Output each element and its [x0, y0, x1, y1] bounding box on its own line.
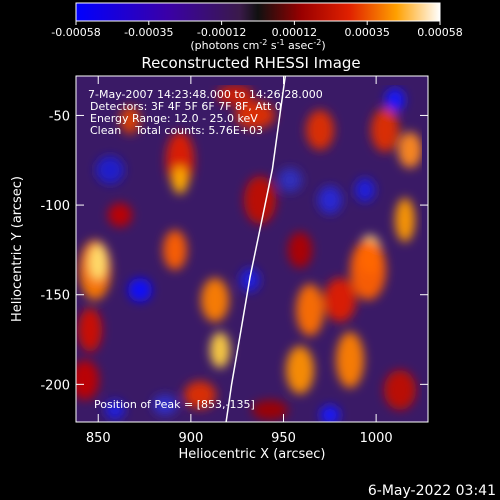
heat-blob [210, 332, 230, 368]
heat-blob [296, 284, 324, 336]
colorbar-tick-label: -0.00012 [197, 26, 246, 39]
solar-limb [225, 76, 287, 422]
footer-date: 6-May-2022 03:41 [368, 483, 496, 499]
heat-blob [385, 88, 405, 112]
heat-blob [76, 360, 99, 400]
heat-blob [108, 203, 132, 227]
y-tick-label: -150 [40, 289, 70, 304]
heat-blob [78, 308, 102, 352]
x-tick-label: 1000 [360, 431, 393, 446]
heat-blob [398, 132, 422, 168]
heat-blob [235, 101, 275, 129]
x-tick-label: 850 [86, 431, 111, 446]
annotation-detectors: Detectors: 3F 4F 5F 6F 7F 8F, Att 0 [90, 100, 282, 113]
heat-blob [89, 244, 107, 280]
heat-blob [395, 198, 415, 242]
y-axis-label: Heliocentric Y (arcsec) [10, 176, 25, 322]
y-tick-label: -200 [40, 378, 70, 393]
heat-blob [105, 400, 125, 420]
colorbar-ticks: -0.00058 -0.00035 -0.00012 0.00012 0.00035 0.… [51, 21, 463, 39]
heat-blob [244, 176, 276, 224]
image-area [76, 76, 428, 422]
heat-blob [278, 168, 302, 192]
heat-blob [172, 166, 188, 194]
heat-blob [384, 370, 416, 410]
x-axis-ticks: 850 900 950 1000 [86, 76, 393, 446]
annotation-energy: Energy Range: 12.0 - 25.0 keV [90, 112, 258, 125]
heat-blob [120, 106, 140, 134]
heat-blob [320, 405, 340, 422]
y-tick-label: -100 [40, 199, 70, 214]
plot-frame [75, 75, 429, 423]
y-axis-ticks: -50 -100 -150 -200 [40, 109, 428, 393]
heat-blob [201, 278, 229, 322]
x-tick-label: 950 [271, 431, 296, 446]
colorbar [75, 2, 441, 22]
colorbar-units: (photons cm-2 s-1 asec-2) [190, 38, 325, 52]
heat-blob [96, 156, 124, 184]
x-tick-label: 900 [178, 431, 203, 446]
heat-blob [128, 278, 152, 302]
y-tick-label: -50 [49, 109, 70, 124]
heat-blob [252, 400, 288, 420]
heat-blob [371, 108, 399, 152]
heat-blob [184, 381, 216, 409]
heat-blob [324, 278, 356, 322]
heat-blob [163, 230, 187, 270]
heat-blob [355, 178, 375, 202]
heat-blob [350, 240, 386, 300]
colorbar-tick-label: -0.00058 [51, 26, 100, 39]
colorbar-tick-label: 0.00012 [272, 26, 318, 39]
heat-blob [306, 110, 334, 150]
heat-blob [318, 186, 342, 214]
chart-title: Reconstructed RHESSI Image [141, 54, 360, 72]
annotation-counts: Clean Total counts: 5.76E+03 [90, 124, 263, 137]
colorbar-tick-label: 0.00035 [344, 26, 390, 39]
x-axis-label: Heliocentric X (arcsec) [179, 447, 326, 462]
heat-blob [336, 332, 364, 388]
heat-blob [217, 85, 253, 105]
heat-blob [288, 232, 312, 268]
colorbar-tick-label: 0.00058 [417, 26, 463, 39]
heat-blob [286, 346, 314, 394]
heat-blob [153, 395, 177, 415]
colorbar-tick-label: -0.00035 [124, 26, 173, 39]
peak-position-label: Position of Peak = [853,-135] [94, 398, 255, 411]
annotation-time: 7-May-2007 14:23:48.000 to 14:26:28.000 [88, 88, 323, 101]
